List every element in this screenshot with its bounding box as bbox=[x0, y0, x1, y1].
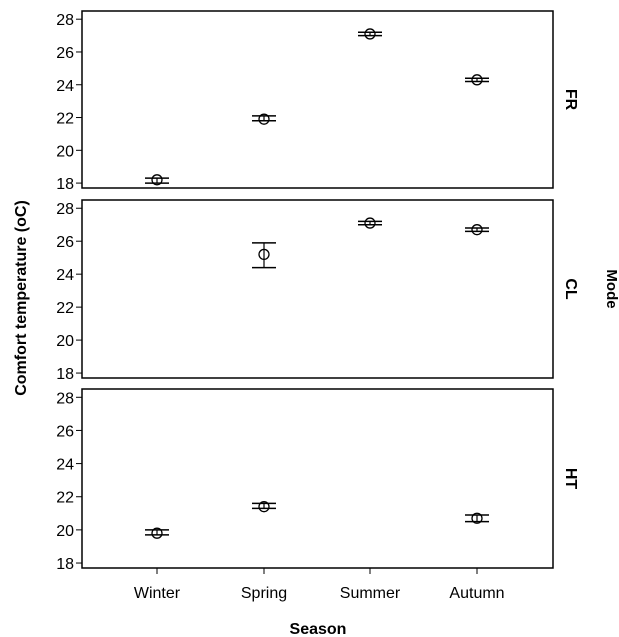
panel-cl: 18 20 22 24 26 28 CL bbox=[56, 199, 579, 383]
y-tick-label: 22 bbox=[56, 111, 74, 128]
mean-marker bbox=[258, 248, 270, 261]
x-tick-label-summer: Summer bbox=[340, 585, 401, 602]
y-tick-label: 20 bbox=[56, 333, 74, 350]
data-point bbox=[252, 242, 276, 269]
y-tick-label: 24 bbox=[56, 457, 74, 474]
y-tick-label: 26 bbox=[56, 45, 74, 62]
mean-marker bbox=[151, 527, 163, 539]
y-tick-label: 22 bbox=[56, 490, 74, 507]
x-tick-label-autumn: Autumn bbox=[449, 585, 504, 602]
y-tick-label: 18 bbox=[56, 176, 74, 193]
y-tick-label: 28 bbox=[56, 201, 74, 218]
data-point bbox=[465, 224, 489, 236]
y-tick-label: 18 bbox=[56, 556, 74, 573]
mean-marker bbox=[364, 217, 376, 229]
y-tick-label: 20 bbox=[56, 143, 74, 160]
panels: 18 20 22 24 26 28 FR 18 20 22 24 26 28 CL 18 20 22 24 26 28… bbox=[56, 10, 579, 573]
y-axis-title: Comfort temperature (oC) bbox=[13, 200, 30, 396]
facet-label-ht: HT bbox=[562, 468, 579, 490]
y-tick-label: 24 bbox=[56, 267, 74, 284]
data-point bbox=[358, 28, 382, 40]
panel-fr: 18 20 22 24 26 28 FR bbox=[56, 10, 579, 193]
y-tick-label: 18 bbox=[56, 366, 74, 383]
mean-marker bbox=[471, 512, 483, 524]
x-tick-label-spring: Spring bbox=[241, 585, 287, 602]
y-tick-label: 24 bbox=[56, 78, 74, 95]
mean-marker bbox=[151, 174, 163, 186]
data-point bbox=[465, 512, 489, 524]
facet-label-cl: CL bbox=[562, 278, 579, 300]
x-axis-title: Season bbox=[290, 621, 347, 637]
y-tick-label: 22 bbox=[56, 300, 74, 317]
panel-frame bbox=[81, 199, 554, 379]
y-tick-label: 26 bbox=[56, 423, 74, 440]
data-point bbox=[252, 113, 276, 125]
mean-marker bbox=[471, 74, 483, 86]
data-point bbox=[465, 74, 489, 86]
mean-marker bbox=[258, 113, 270, 125]
facet-title: Mode bbox=[603, 269, 619, 308]
mean-marker bbox=[471, 224, 483, 236]
x-tick-label-winter: Winter bbox=[134, 585, 181, 602]
mean-marker bbox=[364, 28, 376, 40]
y-tick-label: 26 bbox=[56, 234, 74, 251]
y-tick-label: 28 bbox=[56, 390, 74, 407]
panel-frame bbox=[81, 388, 554, 569]
data-point bbox=[358, 217, 382, 229]
panel-ht: 18 20 22 24 26 28 HT bbox=[56, 388, 579, 573]
facet-label-fr: FR bbox=[562, 89, 579, 111]
data-point bbox=[252, 501, 276, 513]
category-axis: Winter Spring Summer Autumn bbox=[134, 568, 505, 602]
data-point bbox=[145, 174, 169, 186]
mean-marker bbox=[258, 501, 270, 513]
y-tick-label: 28 bbox=[56, 12, 74, 29]
panel-frame bbox=[81, 10, 554, 189]
data-point bbox=[145, 527, 169, 539]
y-tick-label: 20 bbox=[56, 523, 74, 540]
